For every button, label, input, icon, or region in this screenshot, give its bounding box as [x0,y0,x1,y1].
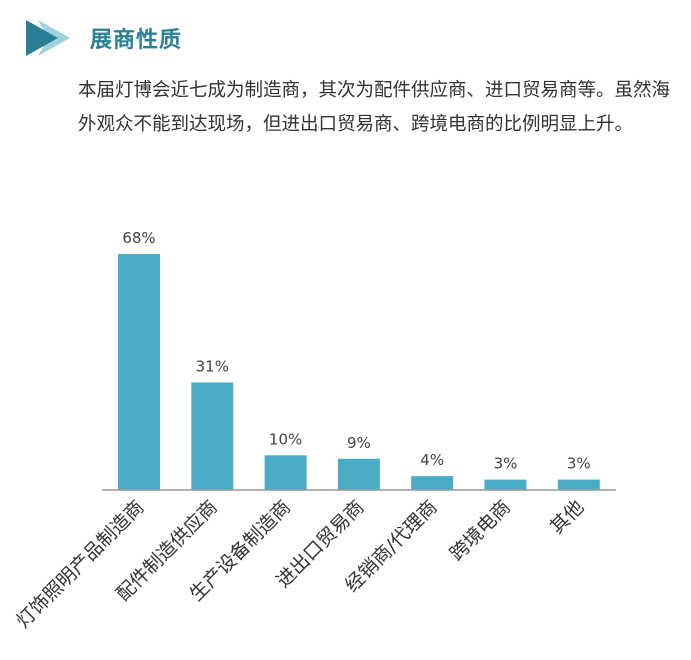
bar-7 [557,479,600,490]
bar-value-label: 68% [122,229,155,247]
labels-layer: 68%灯饰照明产品制造商31%配件制造供应商10%生产设备制造商9%进出口贸易商… [12,229,591,632]
bar-6 [484,479,527,490]
bar-5 [411,476,454,490]
bar-value-label: 4% [420,451,444,469]
description-paragraph: 本届灯博会近七成为制造商，其次为配件供应商、进口贸易商等。虽然海外观众不能到达现… [78,80,671,135]
bar-chart: 68%灯饰照明产品制造商31%配件制造供应商10%生产设备制造商9%进出口贸易商… [12,229,616,632]
bar-3 [264,455,307,490]
section-header: 展商性质 [24,18,424,58]
bar-value-label: 3% [494,455,518,473]
category-label: 其他 [546,496,588,538]
category-label: 灯饰照明产品制造商 [12,496,148,632]
category-label: 跨境电商 [446,496,515,565]
description-text: 本届灯博会近七成为制造商，其次为配件供应商、进口贸易商等。虽然海外观众不能到达现… [78,74,678,142]
double-chevron-right-icon [26,20,70,56]
bar-value-label: 10% [269,430,302,448]
bar-value-label: 9% [347,434,371,452]
bar-4 [337,458,380,490]
bar-value-label: 3% [567,455,591,473]
bar-1 [118,254,160,490]
bars-layer [118,254,600,490]
bar-value-label: 31% [196,357,229,375]
section-title: 展商性质 [90,28,183,53]
bar-2 [191,382,234,490]
